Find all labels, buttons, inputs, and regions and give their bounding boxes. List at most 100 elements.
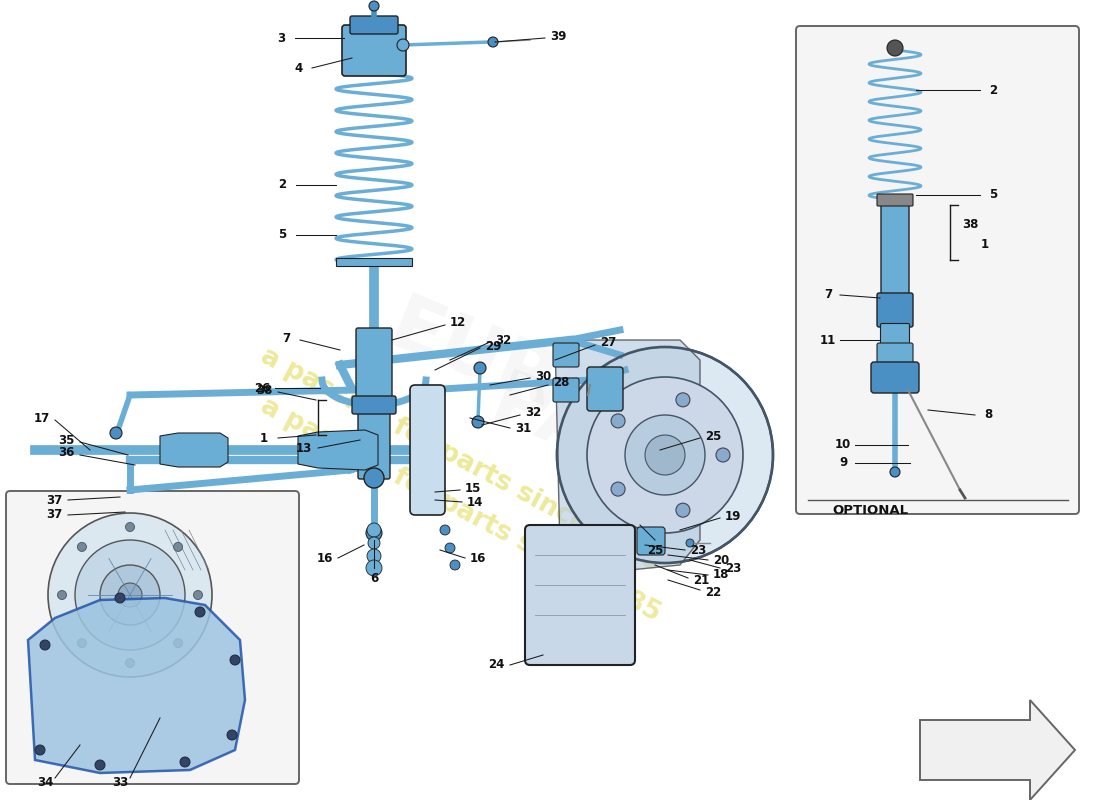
Text: PARTS: PARTS [481, 365, 759, 535]
FancyBboxPatch shape [871, 362, 918, 393]
Circle shape [230, 655, 240, 665]
FancyBboxPatch shape [410, 385, 446, 515]
Circle shape [77, 542, 87, 551]
Text: 1: 1 [981, 238, 989, 251]
Bar [336, 258, 412, 266]
Circle shape [367, 549, 381, 563]
Circle shape [612, 414, 625, 428]
FancyBboxPatch shape [356, 328, 392, 402]
Circle shape [125, 658, 134, 667]
Text: 37: 37 [46, 509, 62, 522]
Circle shape [95, 760, 104, 770]
Circle shape [174, 542, 183, 551]
FancyBboxPatch shape [553, 343, 579, 367]
Circle shape [57, 590, 66, 599]
Circle shape [180, 757, 190, 767]
Circle shape [488, 37, 498, 47]
Polygon shape [920, 700, 1075, 800]
Text: 17: 17 [34, 411, 51, 425]
Circle shape [368, 1, 379, 11]
Polygon shape [556, 340, 700, 570]
Circle shape [397, 39, 409, 51]
Text: 5: 5 [278, 229, 286, 242]
Text: 10: 10 [835, 438, 851, 451]
FancyBboxPatch shape [352, 396, 396, 414]
Circle shape [450, 560, 460, 570]
Text: 13: 13 [296, 442, 312, 454]
Text: 15: 15 [465, 482, 481, 494]
Circle shape [887, 40, 903, 56]
Circle shape [174, 638, 183, 647]
Circle shape [366, 560, 382, 576]
Text: 19: 19 [725, 510, 741, 522]
Circle shape [675, 503, 690, 517]
FancyBboxPatch shape [877, 194, 913, 206]
Text: 23: 23 [725, 562, 741, 574]
FancyBboxPatch shape [350, 16, 398, 34]
Text: 32: 32 [495, 334, 512, 346]
Text: 34: 34 [36, 777, 53, 790]
Text: 2: 2 [278, 178, 286, 191]
Text: 5: 5 [989, 189, 997, 202]
Text: 25: 25 [647, 543, 663, 557]
Text: 11: 11 [820, 334, 836, 346]
FancyBboxPatch shape [358, 410, 390, 479]
Text: 21: 21 [693, 574, 710, 586]
Text: 26: 26 [254, 382, 271, 394]
Circle shape [368, 537, 379, 549]
Circle shape [35, 745, 45, 755]
Circle shape [645, 435, 685, 475]
Text: 22: 22 [705, 586, 722, 598]
Circle shape [125, 522, 134, 531]
Polygon shape [298, 430, 378, 470]
Circle shape [716, 448, 730, 462]
Text: 36: 36 [58, 446, 74, 459]
Text: 31: 31 [515, 422, 531, 434]
Circle shape [675, 393, 690, 407]
Circle shape [227, 730, 236, 740]
Circle shape [612, 482, 625, 496]
Circle shape [472, 416, 484, 428]
Circle shape [116, 593, 125, 603]
Circle shape [195, 607, 205, 617]
FancyBboxPatch shape [877, 293, 913, 327]
Text: 30: 30 [535, 370, 551, 382]
Text: 35: 35 [58, 434, 74, 446]
Text: 4: 4 [295, 62, 304, 74]
Circle shape [557, 347, 773, 563]
Circle shape [48, 513, 212, 677]
Text: 23: 23 [690, 543, 706, 557]
Text: 8: 8 [983, 409, 992, 422]
Circle shape [364, 468, 384, 488]
Text: 9: 9 [839, 457, 847, 470]
Text: 28: 28 [553, 377, 569, 390]
Circle shape [366, 525, 382, 541]
Circle shape [446, 543, 455, 553]
Text: 18: 18 [713, 569, 729, 582]
Circle shape [587, 377, 742, 533]
FancyBboxPatch shape [796, 26, 1079, 514]
Circle shape [625, 415, 705, 495]
Polygon shape [160, 433, 228, 467]
Circle shape [440, 525, 450, 535]
Text: 33: 33 [112, 777, 128, 790]
Circle shape [40, 640, 49, 650]
Text: 7: 7 [282, 331, 290, 345]
Text: 38: 38 [256, 383, 272, 397]
Text: a passion for parts since 1985: a passion for parts since 1985 [255, 343, 664, 577]
Circle shape [686, 539, 694, 547]
Circle shape [890, 467, 900, 477]
Circle shape [474, 362, 486, 374]
Text: 20: 20 [713, 554, 729, 566]
Text: 3: 3 [277, 31, 285, 45]
Text: EUROB: EUROB [378, 290, 681, 470]
Circle shape [412, 451, 430, 469]
FancyBboxPatch shape [342, 25, 406, 76]
Text: 2: 2 [989, 83, 997, 97]
Text: 7: 7 [824, 289, 832, 302]
Text: 32: 32 [525, 406, 541, 419]
FancyBboxPatch shape [525, 525, 635, 665]
Text: 16: 16 [470, 551, 486, 565]
Circle shape [118, 583, 142, 607]
Circle shape [75, 540, 185, 650]
